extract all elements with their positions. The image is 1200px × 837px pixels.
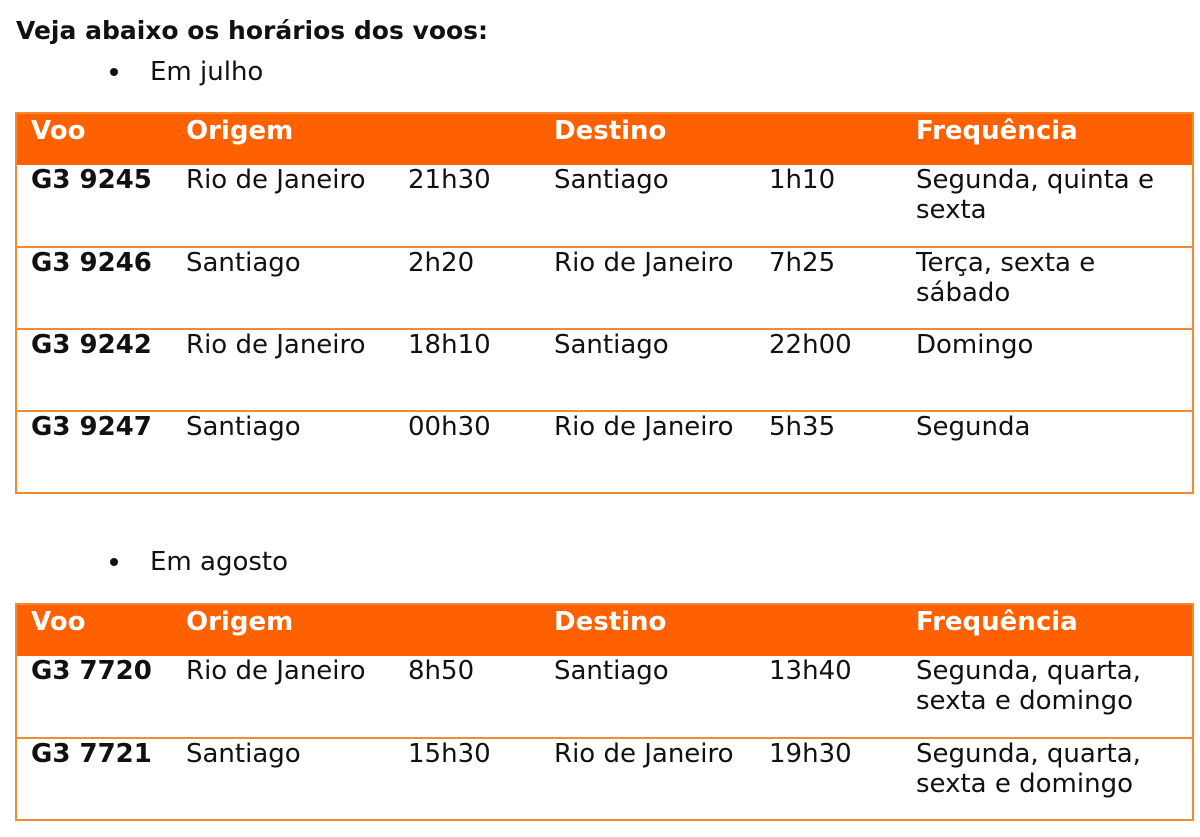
arrival-time: 13h40 <box>769 656 852 686</box>
table-header-row: Voo Origem Destino Frequência <box>16 113 1193 165</box>
destination: Santiago <box>554 165 669 195</box>
bullet-dot-icon <box>110 68 118 76</box>
column-header-frequencia: Frequência <box>916 607 1078 637</box>
month-bullet-july: Em julho <box>106 55 263 89</box>
origin: Rio de Janeiro <box>186 656 366 686</box>
destination: Santiago <box>540 328 755 411</box>
flights-table-july: Voo Origem Destino Frequência G3 9245 Ri… <box>15 112 1194 494</box>
arrival-time: 1h10 <box>769 165 836 195</box>
column-header-voo: Voo <box>31 607 86 637</box>
departure-time: 8h50 <box>408 656 475 686</box>
column-header-arrival <box>755 604 902 656</box>
departure-time: 18h10 <box>394 328 540 411</box>
departure-time: 21h30 <box>408 165 491 195</box>
departure-time: 2h20 <box>394 246 540 329</box>
table-row: G3 9245 Rio de Janeiro 21h30 Santiago 1h… <box>16 165 1193 247</box>
flight-number: G3 9246 <box>16 246 172 329</box>
column-header-voo: Voo <box>31 116 86 146</box>
column-header-departure <box>394 113 540 165</box>
arrival-time: 22h00 <box>755 328 902 411</box>
arrival-time: 5h35 <box>755 410 902 493</box>
arrival-time: 7h25 <box>755 246 902 329</box>
column-header-origem: Origem <box>186 607 294 637</box>
frequency: Segunda <box>902 410 1193 493</box>
bullet-label: Em julho <box>150 57 264 87</box>
bullet-label: Em agosto <box>150 547 289 577</box>
destination: Rio de Janeiro <box>540 246 755 329</box>
bullet-dot-icon <box>110 558 118 566</box>
page-heading: Veja abaixo os horários dos voos: <box>16 16 489 45</box>
origin: Santiago <box>172 737 394 820</box>
column-header-arrival <box>755 113 902 165</box>
flight-number: G3 9242 <box>16 328 172 411</box>
arrival-time: 19h30 <box>755 737 902 820</box>
flight-number: G3 9245 <box>31 165 152 195</box>
origin: Rio de Janeiro <box>172 328 394 411</box>
column-header-frequencia: Frequência <box>916 116 1078 146</box>
frequency: Domingo <box>902 328 1193 411</box>
flight-number: G3 7721 <box>16 737 172 820</box>
column-header-destino: Destino <box>554 607 667 637</box>
table-row: G3 9246 Santiago 2h20 Rio de Janeiro 7h2… <box>16 246 1193 329</box>
departure-time: 00h30 <box>394 410 540 493</box>
table-row: G3 7721 Santiago 15h30 Rio de Janeiro 19… <box>16 737 1193 820</box>
destination: Rio de Janeiro <box>540 410 755 493</box>
flight-number: G3 7720 <box>31 656 152 686</box>
month-bullet-august: Em agosto <box>106 545 288 579</box>
column-header-destino: Destino <box>554 116 667 146</box>
destination: Santiago <box>554 656 669 686</box>
departure-time: 15h30 <box>394 737 540 820</box>
frequency: Terça, sexta e sábado <box>902 246 1193 329</box>
destination: Rio de Janeiro <box>540 737 755 820</box>
flights-table-august: Voo Origem Destino Frequência G3 7720 Ri… <box>15 603 1194 821</box>
frequency: Segunda, quarta, sexta e domingo <box>902 737 1193 820</box>
table-header-row: Voo Origem Destino Frequência <box>16 604 1193 656</box>
table-row: G3 7720 Rio de Janeiro 8h50 Santiago 13h… <box>16 656 1193 738</box>
column-header-origem: Origem <box>186 116 294 146</box>
flight-number: G3 9247 <box>16 410 172 493</box>
column-header-departure <box>394 604 540 656</box>
table-row: G3 9242 Rio de Janeiro 18h10 Santiago 22… <box>16 328 1193 411</box>
frequency: Segunda, quinta e sexta <box>916 165 1154 225</box>
origin: Rio de Janeiro <box>186 165 366 195</box>
origin: Santiago <box>172 246 394 329</box>
table-row: G3 9247 Santiago 00h30 Rio de Janeiro 5h… <box>16 410 1193 493</box>
frequency: Segunda, quarta, sexta e domingo <box>916 656 1141 716</box>
origin: Santiago <box>172 410 394 493</box>
